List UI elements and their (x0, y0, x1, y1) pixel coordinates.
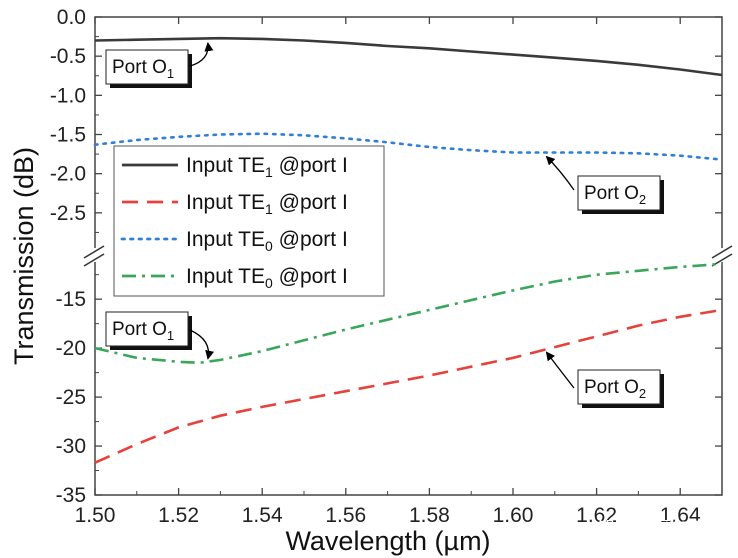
x-tick-label: 1.60 (493, 504, 534, 527)
annotation-arrow (189, 329, 215, 360)
y-tick-label: -35 (56, 484, 86, 507)
annotation-box (577, 369, 661, 405)
annotation-text-main: Port O (584, 377, 639, 398)
annotation-text: Port O1 (112, 57, 174, 81)
annotation-text-sub: 1 (167, 66, 174, 81)
x-tick-label: 1.52 (158, 504, 199, 527)
x-tick-label: 1.62 (576, 504, 617, 527)
legend-label-main: Input TE (186, 228, 265, 251)
y-tick-label: -25 (56, 386, 86, 409)
x-tick-label: 1.64 (660, 504, 701, 527)
annotation-text: Port O1 (112, 319, 174, 343)
annotation-port-label: Port O2 (545, 155, 664, 214)
annotation-box (577, 175, 661, 211)
legend-label-main: Input TE (186, 265, 265, 288)
series-line-3 (94, 262, 723, 365)
annotation-port-label: Port O1 (105, 311, 215, 360)
legend-label-tail: @port I (273, 154, 348, 177)
y-tick-label: -2.0 (50, 163, 86, 186)
legend-label-3: Input TE0 @port I (186, 265, 348, 291)
x-tick-label: 1.50 (75, 504, 116, 527)
watermark-text: 知乎 @摩尔芯创 (598, 518, 722, 538)
x-tick-label: 1.54 (242, 504, 283, 527)
y-tick-label: -30 (56, 435, 86, 458)
y-tick-label: -2.5 (50, 202, 86, 225)
annotation-port-label: Port O2 (545, 351, 664, 408)
axis-break-right (711, 245, 733, 267)
legend-label-sub: 1 (265, 164, 273, 180)
annotation-text-main: Port O (112, 319, 167, 340)
series-line-1 (94, 308, 723, 464)
annotation-text-main: Port O (112, 57, 167, 78)
annotation-arrow (189, 41, 214, 67)
annotation-text-sub: 2 (639, 386, 646, 401)
series-layer (93, 36, 724, 464)
annotation-text-sub: 2 (639, 192, 646, 207)
legend-label-tail: @port I (273, 265, 348, 288)
legend-label-tail: @port I (273, 228, 348, 251)
series-line-2 (93, 132, 724, 161)
legend-label-main: Input TE (186, 154, 265, 177)
annotation-box (105, 49, 189, 85)
annotation-arrow (545, 351, 575, 389)
legend-box (113, 145, 385, 297)
y-tick-label: -20 (56, 337, 86, 360)
legend-label-sub: 1 (265, 201, 273, 217)
legend-label-0: Input TE1 @port I (186, 154, 348, 180)
legend-label-sub: 0 (265, 275, 273, 291)
annotation-text-sub: 1 (167, 328, 174, 343)
legend-label-main: Input TE (186, 191, 265, 214)
annotation-text-main: Port O (584, 183, 639, 204)
annotation-box (105, 311, 189, 347)
x-axis-title: Wavelength (µm) (285, 526, 490, 556)
y-axis-ticks: 0.0 -0.5 -1.0 -1.5 -2.0 -2.5 -15 -20 -25 -30 -35 (50, 6, 722, 507)
x-axis-ticks: 1.50 1.52 1.54 1.56 1.58 1.60 1.62 1.64 (75, 17, 701, 527)
x-tick-label: 1.58 (409, 504, 450, 527)
y-tick-label: -1.0 (50, 84, 86, 107)
y-tick-label: -15 (56, 288, 86, 311)
axis-break-left (83, 245, 105, 267)
legend-label-sub: 0 (265, 238, 273, 254)
annotation-port-label: Port O1 (105, 41, 214, 88)
annotation-text: Port O2 (584, 183, 646, 207)
series-line-0 (94, 36, 723, 77)
y-tick-label: -0.5 (50, 45, 86, 68)
legend-label-1: Input TE1 @port I (186, 191, 348, 217)
y-tick-label: -1.5 (50, 124, 86, 147)
y-tick-label: 0.0 (57, 6, 86, 29)
legend-label-tail: @port I (273, 191, 348, 214)
y-axis-title: Transmission (dB) (9, 147, 39, 365)
x-tick-label: 1.56 (325, 504, 366, 527)
annotation-arrow (545, 155, 575, 191)
legend-label-2: Input TE0 @port I (186, 228, 348, 254)
annotation-text: Port O2 (584, 377, 646, 401)
